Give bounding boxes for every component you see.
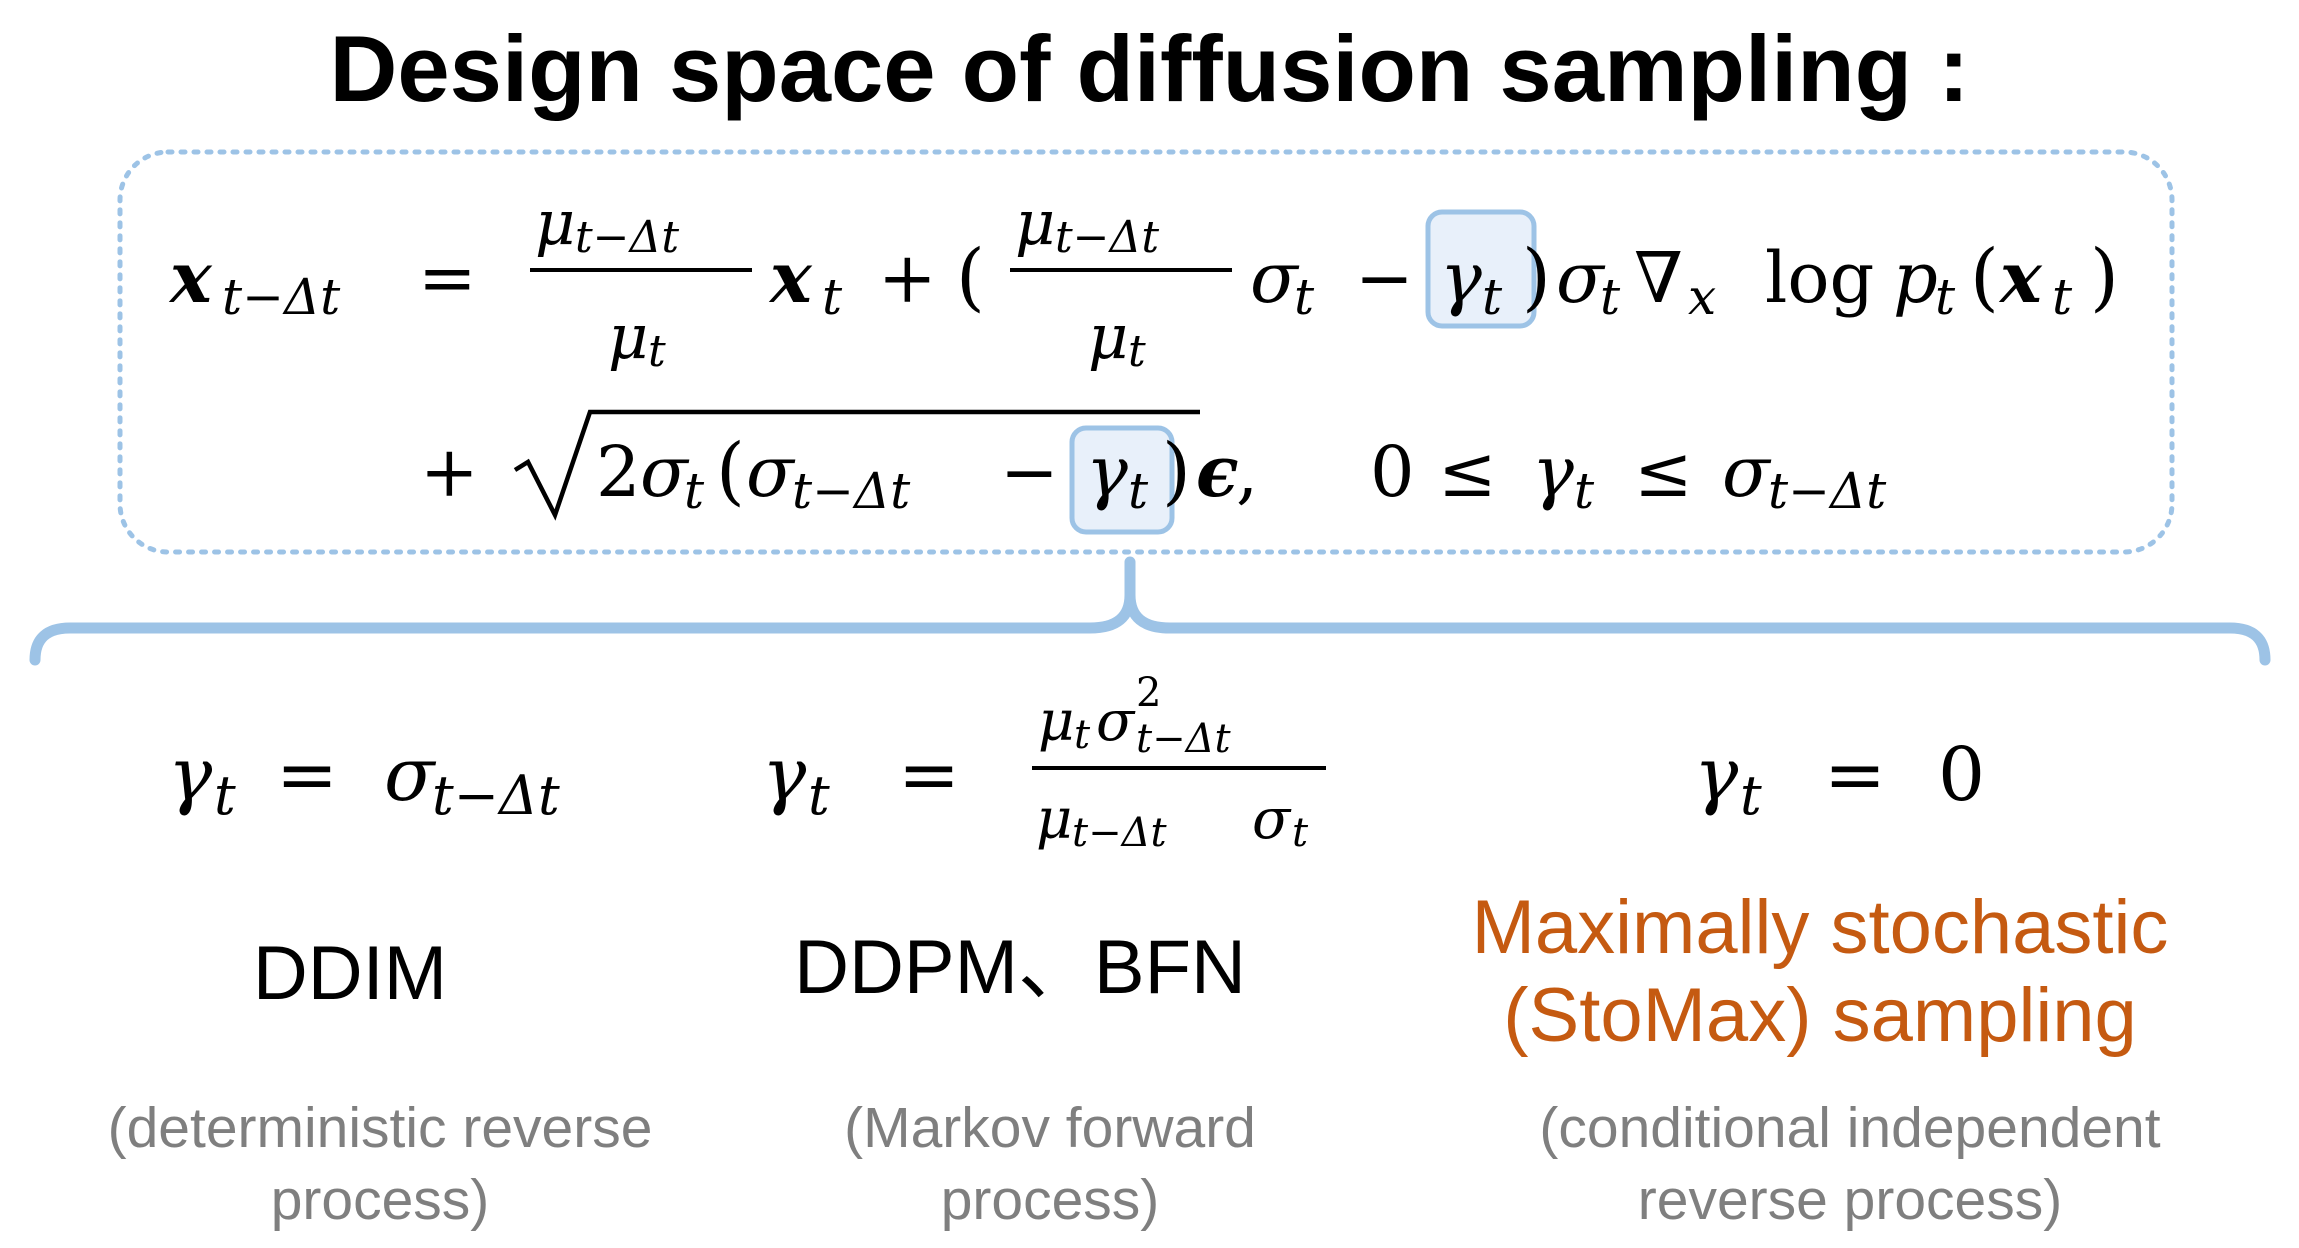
note-ddim-line2: process) — [270, 1168, 490, 1232]
svg-text:t: t — [808, 764, 830, 827]
svg-text:): ) — [1162, 428, 1191, 514]
svg-text:t: t — [684, 462, 705, 520]
svg-text:): ) — [2090, 234, 2119, 320]
svg-text:(: ( — [956, 234, 985, 320]
svg-text:t−Δt: t−Δt — [1055, 212, 1159, 263]
svg-text:=: = — [418, 237, 477, 319]
svg-text:t: t — [1294, 268, 1315, 326]
svg-text:+: + — [420, 431, 479, 513]
svg-text:≤: ≤ — [1438, 431, 1497, 513]
svg-text:t−Δt: t−Δt — [1768, 462, 1887, 520]
svg-text:σ: σ — [1250, 237, 1300, 319]
method-label-stomax: Maximally stochastic (StoMax) sampling — [1380, 884, 2260, 1060]
svg-text:t: t — [1740, 764, 1762, 827]
case-formula-stomax: γ t = 0 — [1694, 732, 1985, 827]
method-label-stomax-line1: Maximally stochastic — [1471, 885, 2169, 970]
svg-text:t: t — [1128, 462, 1149, 520]
svg-text:t: t — [1482, 268, 1503, 326]
svg-text:,: , — [1236, 431, 1258, 513]
svg-text:=: = — [276, 732, 338, 818]
svg-text:σ: σ — [640, 431, 690, 513]
svg-text:=: = — [898, 732, 960, 818]
gamma-highlight-top — [1425, 209, 1537, 329]
svg-text:t: t — [214, 764, 236, 827]
svg-text:μ: μ — [535, 186, 575, 259]
svg-text:t−Δt: t−Δt — [1136, 716, 1231, 762]
note-stomax: (conditional independent reverse process… — [1460, 1092, 2240, 1236]
svg-text:t−Δt: t−Δt — [432, 764, 560, 827]
svg-text:): ) — [1522, 234, 1551, 320]
equation-line-2: + 2 σ t ( σ t−Δt − γ t ) ϵ , 0 ≤ γ t ≤ σ… — [420, 409, 1887, 521]
svg-text:ϵ: ϵ — [1196, 430, 1239, 513]
case-formula-ddpm: γ t = μ t σ 2 t−Δt μ t−Δt σ t — [762, 670, 1326, 856]
svg-text:σ: σ — [384, 732, 437, 818]
svg-text:x: x — [768, 236, 813, 319]
svg-text:x: x — [1998, 236, 2043, 319]
note-ddim-line1: (deterministic reverse — [107, 1096, 653, 1160]
svg-text:t−Δt: t−Δt — [1072, 810, 1167, 856]
svg-text:γ: γ — [1532, 431, 1574, 513]
equation-line-1: x t−Δt = μ t−Δt μ t x t + ( μ t−Δt μ t σ… — [168, 186, 2119, 377]
svg-text:σ: σ — [1096, 689, 1136, 754]
svg-text:γ: γ — [1694, 732, 1739, 818]
gamma-highlight-bottom — [1069, 425, 1175, 535]
svg-text:t: t — [2052, 268, 2073, 326]
svg-text:t: t — [1935, 268, 1956, 326]
svg-text:μ: μ — [1036, 787, 1072, 852]
equation-box — [117, 149, 2175, 555]
svg-text:0: 0 — [1370, 431, 1415, 513]
svg-text:∇: ∇ — [1634, 237, 1683, 319]
svg-text:=: = — [1824, 732, 1886, 818]
svg-text:≤: ≤ — [1634, 431, 1693, 513]
svg-text:σ: σ — [1252, 787, 1292, 852]
svg-text:t: t — [648, 326, 666, 377]
svg-text:γ: γ — [1440, 237, 1482, 319]
note-ddpm-bfn: (Markov forward process) — [780, 1092, 1320, 1236]
svg-text:t−Δt: t−Δt — [222, 268, 341, 326]
svg-text:μ: μ — [1088, 300, 1128, 373]
svg-text:(: ( — [1970, 234, 1999, 320]
svg-text:0: 0 — [1938, 732, 1985, 818]
svg-text:−: − — [1000, 431, 1059, 513]
method-label-stomax-line2: (StoMax) sampling — [1503, 973, 2137, 1058]
svg-text:t−Δt: t−Δt — [575, 212, 679, 263]
svg-text:t: t — [1292, 810, 1309, 856]
note-ddpm-line2: process) — [940, 1168, 1160, 1232]
svg-text:t−Δt: t−Δt — [792, 462, 911, 520]
method-label-ddim: DDIM — [252, 931, 448, 1016]
svg-text:σ: σ — [746, 431, 796, 513]
svg-text:t: t — [1600, 268, 1621, 326]
svg-text:σ: σ — [1556, 237, 1606, 319]
note-stomax-line2: reverse process) — [1637, 1168, 2063, 1232]
svg-text:γ: γ — [168, 732, 213, 818]
case-formula-ddim: γ t = σ t−Δt — [168, 732, 560, 827]
svg-text:log: log — [1765, 237, 1874, 319]
slide-title: Design space of diffusion sampling : — [329, 16, 1970, 121]
svg-text:t: t — [1074, 712, 1091, 758]
svg-text:2: 2 — [596, 431, 641, 513]
svg-text:γ: γ — [1086, 431, 1128, 513]
svg-text:σ: σ — [1722, 431, 1772, 513]
brace — [29, 556, 2271, 666]
svg-text:γ: γ — [762, 732, 807, 818]
svg-text:μ: μ — [1038, 689, 1074, 754]
note-stomax-line1: (conditional independent — [1539, 1096, 2161, 1160]
note-ddim: (deterministic reverse process) — [40, 1092, 720, 1236]
svg-text:t: t — [1574, 462, 1595, 520]
svg-text:μ: μ — [608, 300, 648, 373]
svg-text:−: − — [1355, 237, 1414, 319]
svg-text:(: ( — [716, 428, 745, 514]
method-label-ddpm-bfn: DDPM、BFN — [794, 925, 1246, 1010]
svg-text:μ: μ — [1015, 186, 1055, 259]
note-ddpm-line1: (Markov forward — [844, 1096, 1256, 1160]
svg-text:+: + — [878, 237, 937, 319]
svg-text:t: t — [1128, 326, 1146, 377]
svg-text:x: x — [168, 236, 213, 319]
svg-text:t: t — [822, 268, 843, 326]
svg-text:p: p — [1893, 237, 1938, 319]
svg-text:2: 2 — [1136, 670, 1161, 716]
svg-text:x: x — [1688, 268, 1716, 326]
